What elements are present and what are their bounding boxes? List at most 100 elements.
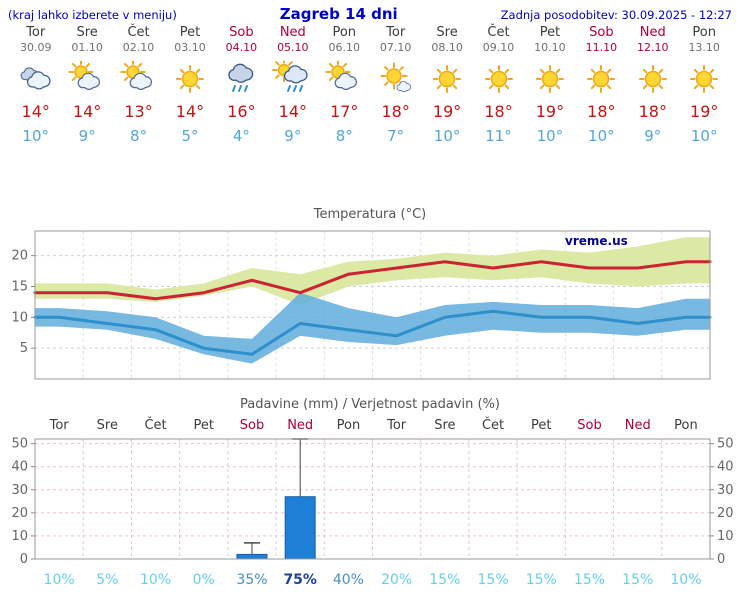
day-name: Čet	[127, 25, 150, 40]
cloud-shape	[396, 81, 411, 93]
precip-day-label: Sre	[434, 417, 456, 433]
day-date: 09.10	[482, 41, 515, 54]
sunny-weather-icon	[421, 59, 472, 99]
svg-text:20: 20	[11, 249, 28, 264]
min-temp: 10°	[536, 127, 564, 145]
min-temp: 9°	[644, 127, 662, 145]
cloud-shape	[283, 65, 308, 84]
precip-day-label: Ned	[287, 417, 314, 433]
min-temp: 10°	[22, 127, 49, 145]
min-temp: 9°	[78, 127, 96, 145]
day-date: 12.10	[637, 41, 669, 54]
precipitation-chart: 0 0 10 10 20 20 30 30 40 40 50 50	[11, 437, 734, 567]
svg-text:50: 50	[11, 437, 28, 452]
day-column: Pon 13.10 19° 10°	[678, 25, 729, 145]
precip-probabilities: 10% 5% 10% 0% 35% 75% 40% 20% 15% 15% 15% 15% 15% 10%	[35, 570, 710, 590]
max-temp: 14°	[72, 102, 102, 121]
sun-shape	[120, 61, 146, 85]
day-name: Pet	[539, 25, 561, 40]
precip-day-labels: Tor Sre Čet Pet Sob Ned Pon Tor Sre Čet Pet Sob Ned P…	[35, 415, 710, 435]
precip-probability: 5%	[96, 572, 119, 588]
partly-cloudy-weather-icon	[113, 59, 164, 99]
temperature-chart-title: Temperatura (°C)	[313, 207, 427, 222]
sunny-weather-icon	[678, 59, 729, 99]
day-date: 03.10	[174, 41, 206, 54]
max-temp: 18°	[381, 102, 410, 121]
day-date: 08.10	[431, 41, 463, 54]
page-title: Zagreb 14 dni	[279, 5, 398, 23]
precip-day-label: Tor	[387, 417, 407, 433]
precip-probability: 10%	[139, 572, 172, 588]
precip-day-label: Čet	[481, 417, 505, 433]
precip-day-label: Sob	[239, 417, 265, 433]
day-name: Pon	[692, 25, 716, 40]
max-temp: 17°	[330, 102, 359, 121]
cloud-shape	[334, 72, 358, 90]
cloud-shape	[129, 72, 152, 90]
precip-day-label: Pet	[193, 417, 214, 433]
day-column: Čet 09.10 18° 11°	[473, 25, 524, 145]
max-temp: 18°	[638, 102, 667, 121]
max-temp: 19°	[535, 102, 565, 121]
min-temp: 9°	[284, 127, 302, 145]
partly-cloudy-weather-icon	[61, 59, 112, 99]
day-name: Sob	[589, 25, 614, 40]
cloud-shape	[228, 63, 254, 83]
sun-shape	[690, 65, 719, 93]
day-column: Tor 07.10 18° 7°	[370, 25, 421, 145]
day-column: Sre 01.10 14° 9°	[61, 25, 112, 145]
day-column: Pet 10.10 19° 10°	[524, 25, 575, 145]
max-temp: 19°	[690, 102, 719, 121]
day-date: 11.10	[585, 41, 618, 54]
precip-probability: 15%	[477, 572, 509, 588]
rain-weather-icon	[216, 59, 267, 99]
svg-text:10: 10	[717, 529, 734, 544]
precip-probability: 40%	[332, 572, 364, 588]
precip-day-label: Čet	[144, 417, 167, 433]
precip-probability: 20%	[381, 572, 413, 588]
min-temp: 5°	[181, 127, 199, 145]
day-name: Ned	[639, 25, 666, 40]
sunny-weather-icon	[627, 59, 678, 99]
precip-day-label: Pon	[336, 417, 361, 433]
sun-shape	[638, 65, 667, 93]
day-column: Pon 06.10 17° 8°	[319, 25, 370, 145]
top-header: (kraj lahko izberete v meniju) Zagreb 14…	[0, 0, 740, 23]
last-update: Zadnja posodobitev: 30.09.2025 - 12:27	[500, 8, 732, 22]
day-column: Pet 03.10 14° 5°	[164, 25, 215, 145]
forecast-strip: Tor 30.09 14° 10° Sre 01.10 14° 9° Čet 02.10 13° 8°…	[10, 25, 730, 145]
mostly-sunny-weather-icon	[370, 59, 421, 99]
precip-probability: 15%	[525, 572, 557, 588]
precip-probability: 75%	[283, 572, 317, 588]
svg-text:5: 5	[20, 341, 28, 356]
precip-day-label: Pet	[531, 417, 552, 433]
day-date: 05.10	[277, 41, 309, 54]
day-column: Ned 05.10 14° 9°	[267, 25, 318, 145]
precip-probability: 15%	[573, 572, 606, 588]
precipitation-chart-title: Padavine (mm) / Verjetnost padavin (%)	[240, 397, 500, 412]
day-date: 30.09	[19, 41, 52, 54]
svg-text:10: 10	[11, 310, 28, 325]
sunny-weather-icon	[524, 59, 575, 99]
precip-probability: 10%	[43, 572, 75, 588]
min-temp: 4°	[232, 127, 250, 145]
raindrops-shape	[286, 85, 303, 92]
min-temp: 8°	[335, 127, 353, 145]
temperature-chart: 5 10 15 20 vreme.us	[11, 230, 712, 380]
precip-probability: 10%	[670, 572, 702, 588]
precip-day-label: Pon	[674, 417, 698, 433]
max-temp: 13°	[124, 102, 153, 121]
svg-text:10: 10	[11, 529, 28, 544]
day-name: Pet	[179, 25, 201, 40]
svg-text:15: 15	[11, 280, 28, 295]
max-temp: 19°	[432, 102, 462, 121]
precip-probability: 35%	[236, 572, 268, 588]
precip-probability: 15%	[622, 572, 654, 588]
day-date: 04.10	[225, 41, 258, 54]
day-column: Čet 02.10 13° 8°	[113, 25, 164, 145]
max-temp: 14°	[175, 102, 205, 121]
max-temp: 14°	[278, 102, 307, 121]
precip-day-label: Sre	[96, 417, 118, 433]
day-column: Tor 30.09 14° 10°	[10, 25, 61, 145]
max-temp: 18°	[484, 102, 513, 121]
